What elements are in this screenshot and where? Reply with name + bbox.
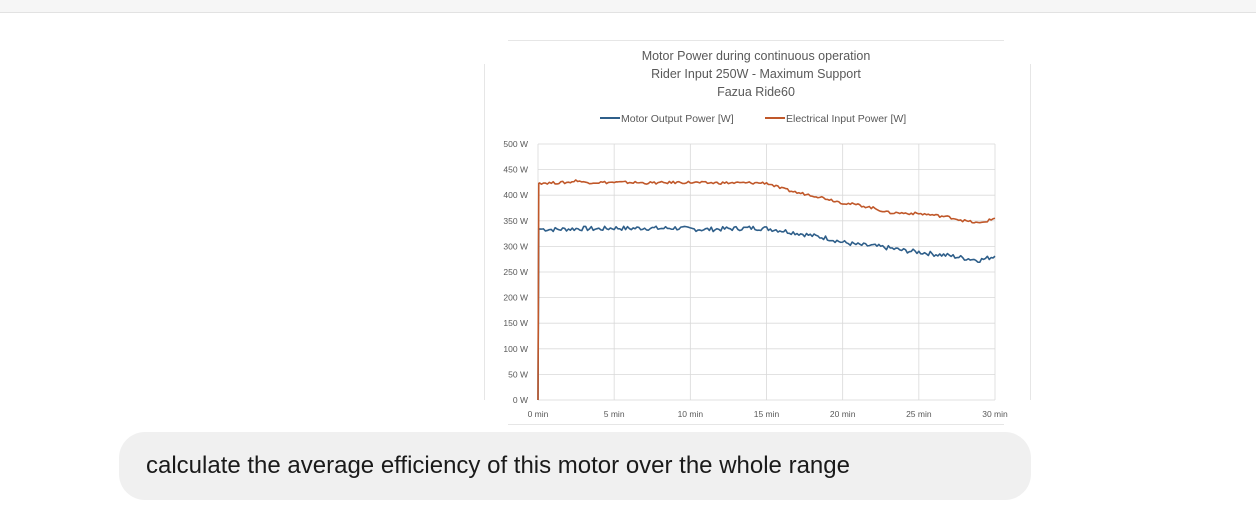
x-tick-label: 5 min [604,409,625,419]
y-tick-label: 300 W [503,241,528,251]
window-top-bar [0,0,1256,13]
user-message-bubble: calculate the average efficiency of this… [119,432,1031,500]
legend-label-motor-output: Motor Output Power [W] [621,113,734,125]
chart-image: Motor Power during continuous operation … [484,40,1032,425]
chart-frame-left [484,64,485,400]
user-message-text: calculate the average efficiency of this… [146,452,850,479]
legend-label-electrical-input: Electrical Input Power [W] [786,113,906,125]
chart-gridlines [537,143,996,401]
y-tick-label: 450 W [503,165,528,175]
y-tick-label: 200 W [503,293,528,303]
chart-title-line-2: Rider Input 250W - Maximum Support [651,67,861,81]
x-tick-label: 25 min [906,409,932,419]
y-tick-label: 250 W [503,267,528,277]
x-tick-label: 0 min [528,409,549,419]
y-tick-label: 350 W [503,216,528,226]
x-tick-label: 10 min [678,409,704,419]
y-tick-label: 150 W [503,318,528,328]
x-tick-label: 30 min [982,409,1008,419]
y-tick-label: 100 W [503,344,528,354]
chart-frame-bottom [508,424,1004,425]
power-chart: Motor Power during continuous operation … [503,49,1008,419]
chart-frame-right [1030,64,1031,400]
chart-title-line-1: Motor Power during continuous operation [642,49,871,63]
series-line-electrical-input [537,179,996,401]
chart-frame-top [508,40,1004,41]
chart-series [537,179,996,401]
chart-title-line-3: Fazua Ride60 [717,85,795,99]
x-tick-label: 15 min [754,409,780,419]
y-tick-label: 50 W [508,369,528,379]
y-tick-label: 500 W [503,139,528,149]
y-tick-label: 0 W [513,395,528,405]
chart-tick-labels: 0 W 50 W 100 W 150 W 200 W 250 W 300 W 350 W 400… [503,139,1008,419]
series-line-motor-output [537,225,996,401]
y-tick-label: 400 W [503,190,528,200]
x-tick-label: 20 min [830,409,856,419]
